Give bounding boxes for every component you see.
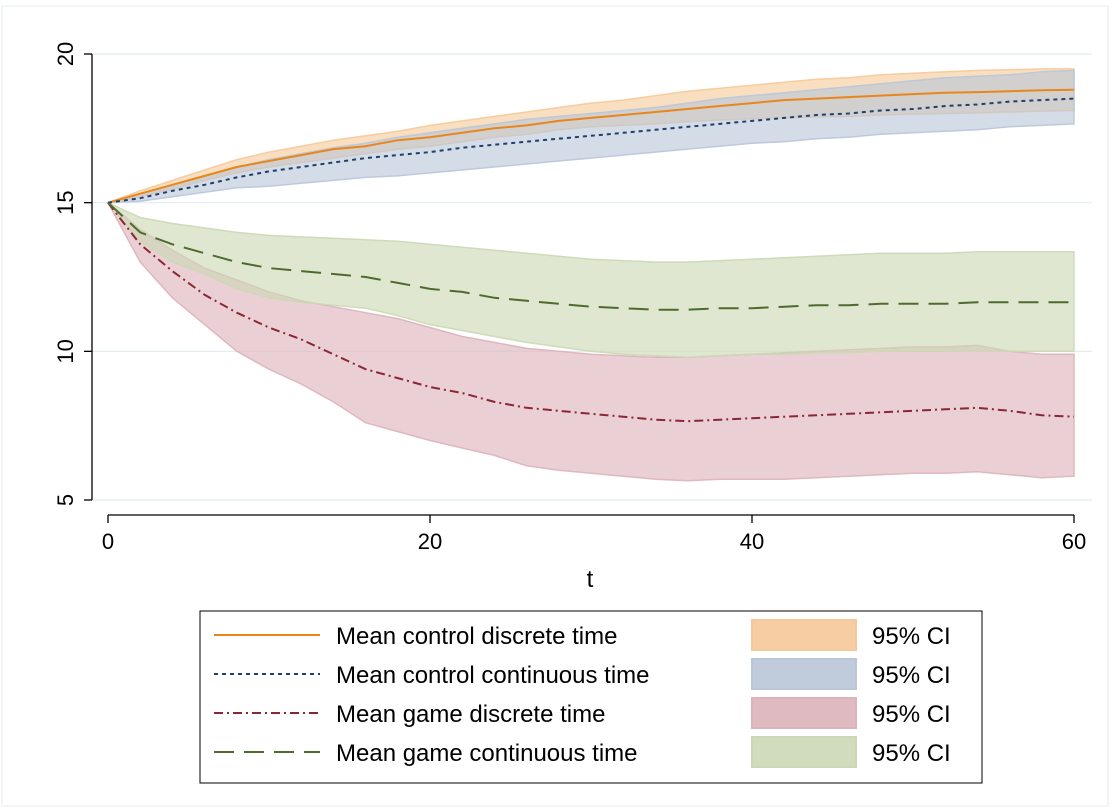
legend-swatch-2 — [751, 658, 857, 690]
x-tick-label: 0 — [102, 529, 114, 554]
legend-label-2: Mean control continuous time — [336, 662, 650, 689]
legend-ci-label-4: 95% CI — [872, 740, 951, 767]
legend-swatch-4 — [751, 736, 857, 768]
x-tick-label: 40 — [740, 529, 764, 554]
x-tick-label: 60 — [1062, 529, 1086, 554]
legend-label-4: Mean game continuous time — [336, 740, 638, 767]
legend-label-3: Mean game discrete time — [336, 701, 605, 728]
y-tick-label: 20 — [53, 42, 78, 66]
series-line-4 — [107, 201, 1074, 311]
legend-ci-label-3: 95% CI — [872, 701, 951, 728]
ci-band-4 — [107, 202, 1075, 359]
mean-lines — [107, 88, 1075, 423]
series-line-2 — [107, 97, 1075, 204]
legend: Mean control discrete time 95% CI Mean con… — [199, 610, 983, 784]
y-tick-label: 10 — [53, 339, 78, 363]
axes: 5 10 15 20 0 20 40 60 — [53, 42, 1086, 554]
legend-ci-label-2: 95% CI — [872, 662, 951, 689]
series-line-1 — [107, 88, 1075, 204]
x-axis-title: t — [587, 566, 594, 593]
x-tick-label: 20 — [418, 529, 442, 554]
legend-ci-label-1: 95% CI — [872, 623, 951, 650]
legend-label-1: Mean control discrete time — [336, 623, 617, 650]
y-tick-label: 15 — [53, 190, 78, 214]
outer-border — [1, 5, 1109, 807]
ci-band-3 — [107, 202, 1075, 482]
y-tick-label: 5 — [53, 494, 78, 506]
legend-swatch-3 — [751, 697, 857, 729]
legend-swatch-1 — [751, 619, 857, 651]
